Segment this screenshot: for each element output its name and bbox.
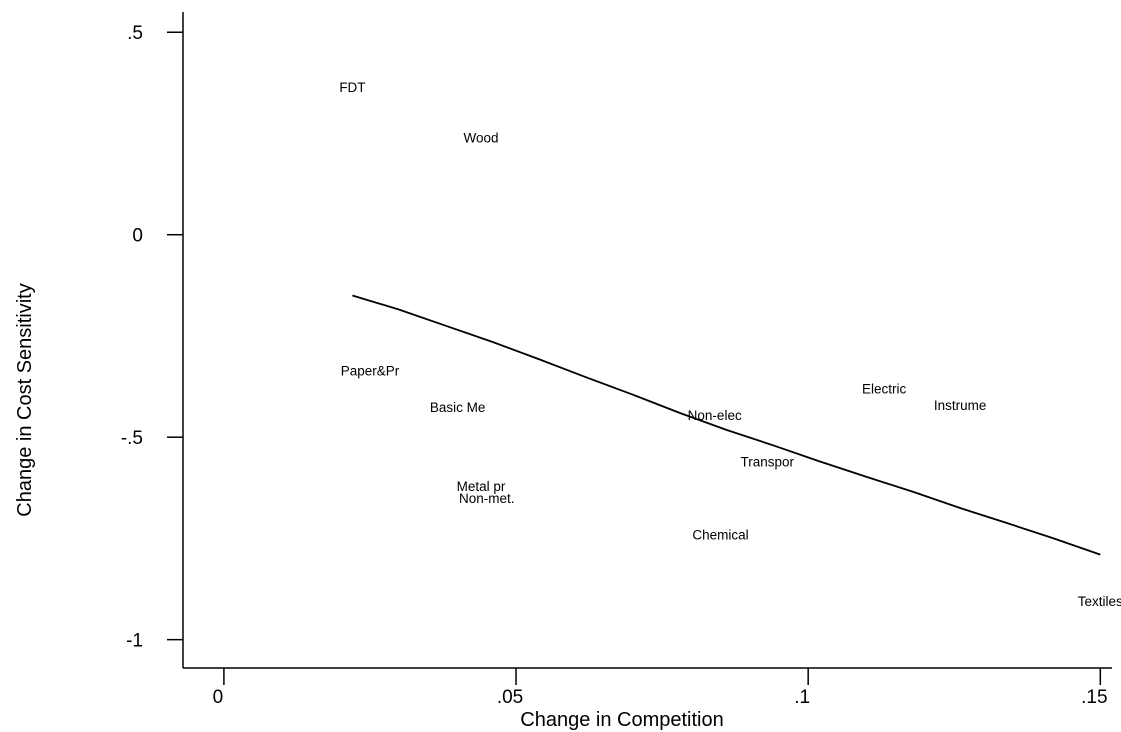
y-tick-label: 0 xyxy=(132,226,143,247)
x-tick-label: 0 xyxy=(213,687,224,708)
point-label: Paper&Pr xyxy=(341,363,400,378)
y-ticks: .5 0 -.5 -1 xyxy=(121,23,183,652)
series-line xyxy=(352,294,1101,556)
x-tick-label: .15 xyxy=(1081,687,1107,708)
point-label: FDT xyxy=(339,80,365,95)
axes xyxy=(182,12,1112,669)
point-label: Non-elec xyxy=(688,408,742,423)
point-label: Non-met. xyxy=(459,491,515,506)
point-label: Transpor xyxy=(741,454,795,469)
point-label: Instrume xyxy=(934,398,987,413)
point-label: Electric xyxy=(862,382,907,397)
point-label: Wood xyxy=(463,131,498,146)
point-label: Basic Me xyxy=(430,400,486,415)
x-axis-title: Change in Competition xyxy=(520,709,723,731)
y-tick-label: -1 xyxy=(126,631,143,652)
point-label: Chemical xyxy=(692,527,748,542)
x-ticks: 0 .05 .1 .15 xyxy=(213,668,1108,708)
x-tick-label: .05 xyxy=(497,687,523,708)
x-tick-label: .1 xyxy=(794,687,810,708)
y-tick-label: .5 xyxy=(127,23,143,44)
y-tick-label: -.5 xyxy=(121,428,143,449)
point-label: Metal pr xyxy=(457,479,506,494)
y-axis-title: Change in Cost Sensitivity xyxy=(14,283,36,516)
point-label: Textiles xyxy=(1078,594,1121,609)
